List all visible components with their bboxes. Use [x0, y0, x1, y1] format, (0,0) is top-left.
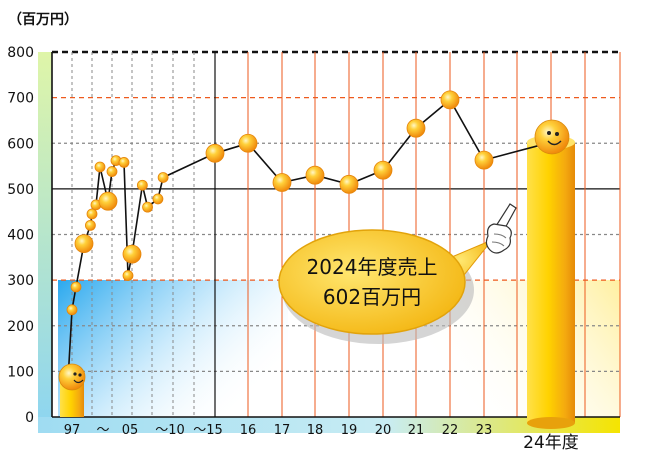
x-tick-label: 18	[307, 423, 324, 438]
callout-line2: 602百万円	[323, 285, 421, 309]
data-point	[474, 150, 494, 170]
x-tick-label: ～15	[193, 423, 223, 438]
data-point	[86, 208, 98, 220]
data-point	[406, 118, 426, 138]
data-point	[440, 90, 460, 110]
data-point	[136, 179, 148, 191]
data-point	[85, 219, 96, 231]
y-tick-label: 100	[7, 364, 34, 380]
data-point	[373, 160, 393, 180]
data-point	[74, 234, 94, 254]
fy2024-bar	[60, 135, 575, 429]
data-point	[142, 201, 153, 213]
pointing-hand-icon	[485, 203, 517, 254]
data-point	[122, 244, 142, 264]
y-tick-label: 600	[7, 136, 34, 152]
x-tick-label: 16	[240, 423, 257, 438]
data-point	[94, 161, 106, 173]
smiley-mascot-icon-97	[58, 363, 86, 391]
left-axis-strip	[38, 52, 52, 417]
data-point	[205, 143, 225, 163]
data-point	[272, 173, 292, 192]
bottom-axis-strip	[38, 417, 620, 433]
x-tick-label: 22	[442, 423, 459, 438]
y-axis-ticks: 0 100 200 300 400 500 600 700 800	[7, 45, 34, 426]
y-tick-label: 800	[7, 45, 34, 61]
data-point	[152, 193, 164, 205]
sales-callout: 2024年度売上 602百万円	[278, 229, 493, 344]
fy2024-bar-base	[527, 417, 575, 429]
data-point	[238, 133, 258, 153]
x-tick-label: 21	[408, 423, 425, 438]
data-point	[339, 174, 359, 194]
x-tick-label: 24年度	[523, 433, 579, 453]
data-point	[70, 281, 82, 293]
unit-label: （百万円）	[8, 12, 78, 28]
x-tick-label: 17	[274, 423, 291, 438]
data-point	[157, 172, 169, 183]
data-point	[66, 304, 78, 316]
data-point	[122, 270, 134, 281]
x-tick-label: ～	[96, 423, 109, 438]
smiley-mascot-icon-24	[534, 119, 570, 155]
y-tick-label: 700	[7, 91, 34, 107]
data-point	[106, 166, 118, 177]
y-tick-label: 400	[7, 228, 34, 244]
y-tick-label: 300	[7, 273, 34, 289]
fy2024-bar-body	[527, 142, 575, 423]
callout-line1: 2024年度売上	[307, 255, 438, 279]
x-tick-label: 97	[64, 423, 81, 438]
data-point	[118, 157, 130, 168]
x-tick-label: 05	[122, 423, 139, 438]
data-point	[98, 191, 118, 211]
series-line	[67, 98, 552, 381]
x-tick-label: ～10	[155, 423, 185, 438]
x-tick-label: 23	[476, 423, 493, 438]
y-tick-label: 500	[7, 182, 34, 198]
x-tick-label: 19	[341, 423, 358, 438]
y-tick-label: 200	[7, 319, 34, 335]
grid	[52, 50, 621, 417]
y-tick-label: 0	[25, 410, 34, 426]
x-axis-ticks: 97 ～ 05 ～10 ～15 16 17 18 19 20 21 22 23 24年度	[64, 423, 579, 453]
markers	[66, 90, 494, 316]
sales-line	[67, 98, 552, 381]
x-tick-label: 20	[375, 423, 392, 438]
data-point	[305, 165, 325, 185]
